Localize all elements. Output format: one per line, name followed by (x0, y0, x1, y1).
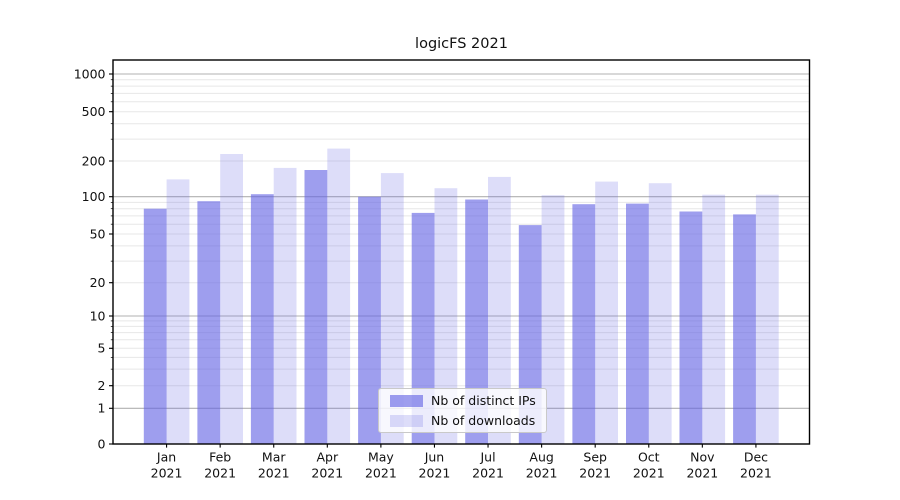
y-tick-label: 100 (82, 189, 106, 204)
y-tick-label: 1000 (74, 66, 106, 81)
bar-nb-of-distinct-ips-jun (411, 212, 435, 444)
x-tick-label-month: May (368, 450, 394, 465)
bar-nb-of-downloads-mar (273, 167, 297, 444)
x-tick-label-year: 2021 (151, 466, 183, 481)
x-tick-label-year: 2021 (311, 466, 343, 481)
legend-item-label: Nb of distinct IPs (431, 392, 536, 408)
y-tick-label: 5 (98, 341, 106, 356)
bar-nb-of-distinct-ips-may (358, 196, 381, 444)
x-tick-label-month: Jan (156, 450, 176, 465)
x-tick-label-month: Dec (744, 450, 768, 465)
bar-nb-of-downloads-nov (702, 194, 726, 444)
bar-nb-of-distinct-ips-sep (572, 204, 596, 444)
y-tick-label: 2 (98, 378, 106, 393)
y-tick-label: 0 (98, 436, 106, 451)
bar-nb-of-downloads-sep (595, 181, 618, 444)
bar-nb-of-downloads-may (380, 173, 404, 444)
y-tick-label: 500 (82, 104, 106, 119)
x-tick-label-year: 2021 (526, 466, 558, 481)
bar-nb-of-downloads-aug (541, 195, 565, 444)
bar-nb-of-distinct-ips-jan (143, 208, 167, 444)
bar-nb-of-downloads-feb (220, 154, 243, 444)
legend-item: Nb of distinct IPs (390, 392, 546, 408)
bar-nb-of-downloads-jul (488, 176, 511, 444)
bar-nb-of-distinct-ips-feb (197, 201, 221, 444)
bar-nb-of-distinct-ips-jul (465, 199, 488, 444)
y-tick-label: 20 (90, 275, 106, 290)
x-tick-label-month: Jun (424, 450, 445, 465)
bar-nb-of-downloads-jun (434, 188, 458, 444)
bar-nb-of-downloads-jan (166, 179, 190, 444)
legend-swatch (390, 394, 423, 407)
x-tick-label-month: Sep (583, 450, 607, 465)
x-tick-label-year: 2021 (633, 466, 665, 481)
legend-item-label: Nb of downloads (431, 412, 536, 428)
bar-nb-of-distinct-ips-dec (733, 214, 756, 444)
x-tick-label-year: 2021 (204, 466, 236, 481)
plot-border (112, 59, 811, 445)
y-tick-label: 1 (98, 401, 106, 416)
y-tick-label: 50 (90, 226, 106, 241)
x-tick-label-month: Oct (638, 450, 660, 465)
x-tick-label-month: Feb (209, 450, 231, 465)
x-tick-label-month: Apr (316, 450, 338, 465)
x-tick-label-month: Nov (690, 450, 715, 465)
y-tick-label: 10 (90, 308, 106, 323)
legend-swatch (390, 414, 423, 427)
x-tick-label-year: 2021 (258, 466, 290, 481)
x-tick-label-year: 2021 (579, 466, 611, 481)
legend-item: Nb of downloads (390, 412, 546, 428)
bar-nb-of-distinct-ips-apr (304, 170, 328, 444)
x-tick-label-year: 2021 (740, 466, 772, 481)
bar-nb-of-distinct-ips-oct (626, 203, 649, 444)
x-tick-label-month: Aug (529, 450, 553, 465)
bar-nb-of-downloads-oct (648, 183, 672, 444)
bar-nb-of-distinct-ips-mar (250, 194, 274, 444)
x-tick-label-month: Jul (479, 450, 495, 465)
x-tick-label-month: Mar (262, 450, 286, 465)
bar-nb-of-downloads-dec (755, 194, 779, 444)
legend: Nb of distinct IPs Nb of downloads (378, 388, 547, 433)
chart-title: logicFS 2021 (415, 36, 508, 52)
x-tick-label-year: 2021 (472, 466, 504, 481)
bar-nb-of-distinct-ips-nov (679, 211, 703, 444)
y-tick-label: 200 (82, 153, 106, 168)
x-tick-label-year: 2021 (365, 466, 397, 481)
x-tick-label-year: 2021 (686, 466, 718, 481)
x-tick-label-year: 2021 (419, 466, 451, 481)
bar-nb-of-downloads-apr (327, 148, 351, 444)
